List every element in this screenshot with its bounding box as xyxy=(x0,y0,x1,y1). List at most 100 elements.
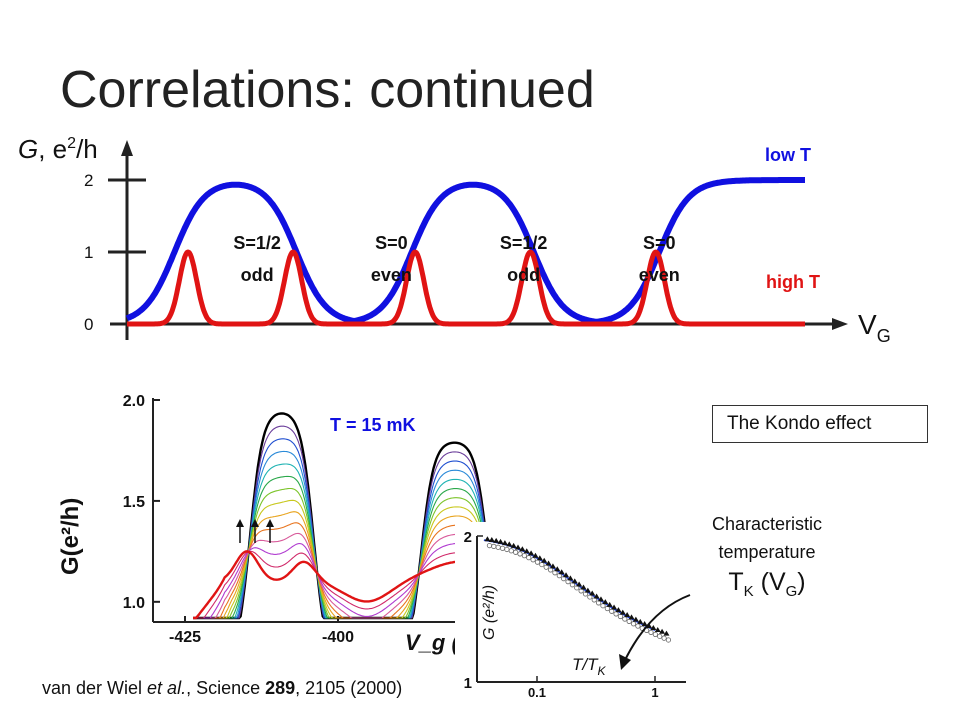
inset-point-tri-13 xyxy=(541,557,548,563)
region-spin-2: S=1/2 xyxy=(500,233,548,253)
inset-point-circ-40 xyxy=(661,635,667,641)
inset-point-tri-25 xyxy=(593,593,600,599)
inset-point-tri-3 xyxy=(497,538,504,544)
inset-point-tri-19 xyxy=(567,575,574,581)
slide-title: Correlations: continued xyxy=(60,61,595,119)
x-axis-arrowhead xyxy=(832,318,848,330)
inset-ytick-label-2: 2 xyxy=(464,529,472,546)
exp-ticks: 1.0 1.5 2.0 -425 -400 xyxy=(123,393,354,646)
inset-point-tri-15 xyxy=(549,563,556,569)
inset-point-tri-2 xyxy=(493,537,500,543)
inset-point-tri-5 xyxy=(506,541,513,547)
inset-point-circ-39 xyxy=(657,633,663,639)
inset-point-circ-8 xyxy=(521,553,527,559)
y-tick-label-0: 0 xyxy=(84,315,93,334)
region-spin-1: S=0 xyxy=(375,233,408,253)
inset-ticks: 120.1 1 xyxy=(464,529,659,700)
inset-point-circ-38 xyxy=(652,631,658,638)
inset-point-tri-35 xyxy=(637,618,644,624)
exp-xtick-label--425: -425 xyxy=(169,629,201,646)
up-arrowhead-0 xyxy=(236,519,244,527)
experimental-plot: 1.01.52.0-425 -400 T = 15 mK G(e²/h) V_g … xyxy=(40,378,512,655)
inset-point-tri-6 xyxy=(510,542,517,548)
inset-point-tri-11 xyxy=(532,552,539,558)
y-axis-label: G, e2/h xyxy=(18,134,98,164)
inset-point-tri-17 xyxy=(558,569,565,575)
y-label-sep: , e xyxy=(38,134,67,164)
inset-point-tri-14 xyxy=(545,560,552,566)
y-label-g: G xyxy=(18,134,38,164)
inset-point-tri-31 xyxy=(619,609,626,615)
region-parity-0: odd xyxy=(241,265,274,285)
high-t-curve xyxy=(125,249,807,327)
inset-point-tri-36 xyxy=(641,621,648,627)
characteristic-line-1: Characteristic xyxy=(711,514,823,534)
inset-point-tri-33 xyxy=(628,614,635,620)
region-parity-2: odd xyxy=(507,265,540,285)
legend-low-t: low T xyxy=(765,145,811,165)
inset-xtick-label-1: 1 xyxy=(651,685,658,700)
inset-point-tri-10 xyxy=(528,550,535,556)
inset-ylabel: G (e²/h) xyxy=(481,585,498,640)
citation: van der Wiel et al., Science 289, 2105 (… xyxy=(42,678,403,698)
exp-ytick-label-2.0: 2.0 xyxy=(123,393,145,410)
inset-point-circ-41 xyxy=(665,637,672,643)
inset-point-circ-9 xyxy=(526,555,532,561)
inset-point-tri-12 xyxy=(536,555,543,561)
inset-point-tri-28 xyxy=(606,601,613,607)
inset-point-circ-5 xyxy=(508,548,514,554)
inset-point-tri-1 xyxy=(488,537,495,543)
inset-point-tri-34 xyxy=(632,616,639,622)
inset-point-circ-7 xyxy=(517,551,523,557)
kondo-effect-box: The Kondo effect xyxy=(712,405,928,443)
region-spin-3: S=0 xyxy=(643,233,676,253)
inset-point-tri-8 xyxy=(519,546,526,552)
pointer-arrow xyxy=(624,594,691,661)
region-parity-1: even xyxy=(371,265,412,285)
inset-point-tri-22 xyxy=(580,584,587,590)
inset-xtick-label-0.1: 0.1 xyxy=(528,685,546,700)
inset-points xyxy=(483,536,672,643)
inset-point-tri-39 xyxy=(654,626,661,632)
y-label-sup: 2 xyxy=(67,135,76,152)
inset-point-tri-26 xyxy=(597,596,604,602)
inset-point-circ-37 xyxy=(648,629,654,636)
characteristic-line-2: temperature xyxy=(718,542,816,562)
inset-point-tri-9 xyxy=(523,548,530,554)
inset-point-tri-7 xyxy=(515,544,522,550)
exp-ylabel: G(e²/h) xyxy=(57,498,84,575)
y-axis-arrowhead xyxy=(121,140,133,156)
inset-point-tri-29 xyxy=(611,604,618,610)
y-tick-label-2: 2 xyxy=(84,171,93,190)
inset-xlabel: T/TK xyxy=(572,655,607,678)
inset-point-tri-40 xyxy=(659,628,666,634)
inset-ytick-label-1: 1 xyxy=(464,675,472,692)
up-arrowhead-1 xyxy=(251,519,259,527)
inset-point-circ-6 xyxy=(513,549,519,555)
y-ticks: 0 1 2 xyxy=(84,171,146,334)
exp-title: T = 15 mK xyxy=(330,415,416,435)
low-t-curve xyxy=(125,177,807,325)
inset-point-tri-24 xyxy=(589,590,596,596)
inset-point-tri-4 xyxy=(501,540,508,546)
inset-point-tri-21 xyxy=(576,581,583,587)
x-axis-label: VG xyxy=(858,309,891,346)
region-labels: S=1/2 odd S=0 even S=1/2 odd S=0 even xyxy=(233,233,679,285)
x-label-sub: G xyxy=(877,326,891,346)
inset-plot: 120.1 1 G (e²/h) T/TK xyxy=(455,522,689,700)
x-label-v: V xyxy=(858,309,877,340)
pointer-arrowhead xyxy=(619,654,631,670)
inset-point-tri-30 xyxy=(615,607,622,613)
exp-xtick-label--400: -400 xyxy=(322,629,354,646)
characteristic-label: Characteristic temperature xyxy=(672,510,862,566)
inset-point-tri-41 xyxy=(663,630,670,636)
y-tick-label-1: 1 xyxy=(84,243,93,262)
curves xyxy=(125,177,807,327)
tk-label: TK (VG) xyxy=(728,568,806,600)
inset-point-tri-23 xyxy=(584,587,591,593)
inset-point-tri-16 xyxy=(554,566,561,572)
inset-point-tri-32 xyxy=(624,612,631,618)
inset-point-tri-27 xyxy=(602,599,609,605)
